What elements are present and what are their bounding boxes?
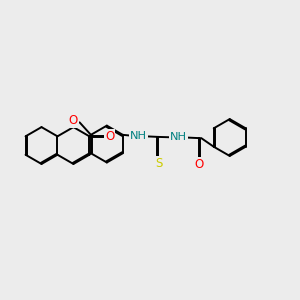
Text: O: O bbox=[194, 158, 203, 171]
Text: NH: NH bbox=[170, 132, 187, 142]
Text: O: O bbox=[105, 130, 114, 143]
Text: O: O bbox=[69, 114, 78, 127]
Text: S: S bbox=[155, 157, 162, 170]
Text: NH: NH bbox=[130, 131, 147, 141]
